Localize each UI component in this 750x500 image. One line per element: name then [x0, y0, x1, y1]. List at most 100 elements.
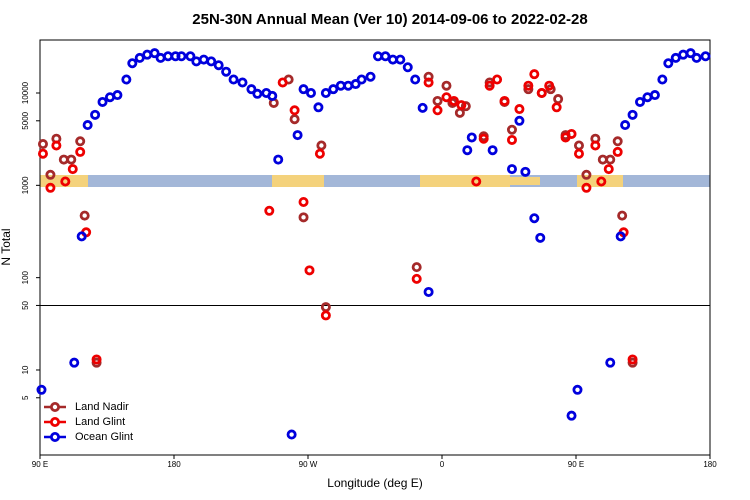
point — [612, 146, 623, 157]
point — [289, 114, 300, 125]
point — [91, 354, 102, 365]
point — [149, 48, 160, 59]
point — [514, 104, 525, 115]
point — [36, 384, 47, 395]
point — [289, 105, 300, 116]
point — [320, 87, 331, 98]
point — [410, 74, 421, 85]
point — [523, 80, 534, 91]
point — [411, 273, 422, 284]
point — [535, 232, 546, 243]
point — [82, 120, 93, 131]
point — [320, 302, 331, 313]
point — [566, 410, 577, 421]
point — [657, 74, 668, 85]
point — [292, 130, 303, 141]
point — [350, 79, 361, 90]
point — [356, 74, 367, 85]
y-tick-label: 10000 — [21, 81, 30, 104]
legend: Land Nadir Land Glint Ocean Glint — [44, 401, 133, 443]
point — [423, 286, 434, 297]
point — [466, 132, 477, 143]
point — [670, 52, 681, 63]
x-tick-label: 90 W — [299, 460, 318, 469]
point — [506, 124, 517, 135]
point — [79, 210, 90, 221]
legend-marker — [50, 416, 61, 427]
point — [228, 74, 239, 85]
x-tick-label: 90 E — [568, 460, 584, 469]
point — [520, 166, 531, 177]
point — [471, 176, 482, 187]
legend-label: Land Nadir — [75, 401, 129, 413]
point — [237, 77, 248, 88]
point — [620, 120, 631, 131]
x-tick-label: 180 — [167, 460, 181, 469]
point — [432, 105, 443, 116]
point — [573, 148, 584, 159]
point — [605, 357, 616, 368]
point — [267, 90, 278, 101]
legend-marker — [50, 401, 61, 412]
point — [514, 115, 525, 126]
point — [286, 429, 297, 440]
y-tick-label: 1000 — [21, 176, 30, 194]
point — [273, 154, 284, 165]
point — [551, 102, 562, 113]
chart-title: 25N-30N Annual Mean (Ver 10) 2014-09-06 … — [192, 11, 587, 28]
point — [112, 90, 123, 101]
point — [700, 51, 711, 62]
point — [320, 310, 331, 321]
point — [523, 84, 534, 95]
point — [553, 94, 564, 105]
point — [432, 95, 443, 106]
point — [627, 109, 638, 120]
point — [395, 54, 406, 65]
point — [603, 164, 614, 175]
point — [460, 101, 471, 112]
plot-frame — [39, 39, 711, 456]
point — [529, 213, 540, 224]
point — [206, 56, 217, 67]
point — [365, 71, 376, 82]
point — [605, 154, 616, 165]
x-axis-label: Longitude (deg E) — [327, 476, 422, 490]
point — [264, 205, 275, 216]
point — [76, 231, 87, 242]
point — [492, 74, 503, 85]
point — [51, 140, 62, 151]
point — [277, 77, 288, 88]
point — [37, 148, 48, 159]
point — [615, 231, 626, 242]
point — [456, 100, 467, 111]
point — [596, 176, 607, 187]
point — [298, 84, 309, 95]
point — [221, 66, 232, 77]
point — [45, 182, 56, 193]
point — [544, 80, 555, 91]
point — [462, 145, 473, 156]
point — [328, 84, 339, 95]
point — [402, 62, 413, 73]
x-tick-label: 90 E — [32, 460, 48, 469]
point — [441, 92, 452, 103]
map-strip — [40, 175, 710, 187]
y-tick-label: 100 — [21, 270, 30, 284]
point — [411, 262, 422, 273]
point — [314, 148, 325, 159]
y-tick-label: 10 — [21, 365, 30, 374]
point — [454, 107, 465, 118]
point — [649, 90, 660, 101]
point — [566, 128, 577, 139]
point — [573, 140, 584, 151]
point — [423, 71, 434, 82]
point — [343, 80, 354, 91]
point — [97, 96, 108, 107]
point — [536, 87, 547, 98]
point — [499, 95, 510, 106]
point — [487, 145, 498, 156]
point — [506, 164, 517, 175]
point — [448, 95, 459, 106]
point — [572, 384, 583, 395]
